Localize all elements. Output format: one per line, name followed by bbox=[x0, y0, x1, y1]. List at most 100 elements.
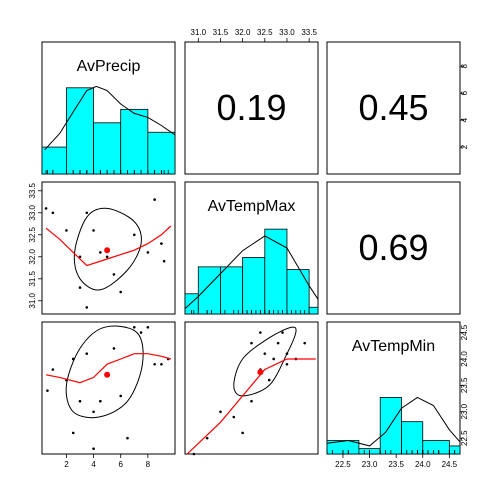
tick-label: 31.5 bbox=[213, 28, 229, 37]
data-point bbox=[272, 357, 275, 361]
data-point bbox=[112, 273, 116, 276]
histogram-bar bbox=[93, 122, 122, 175]
tick-label: 24.5 bbox=[442, 460, 458, 469]
data-point bbox=[126, 436, 129, 440]
tick-label: 4 bbox=[91, 460, 96, 469]
histogram-bar bbox=[308, 306, 319, 315]
data-point bbox=[119, 394, 123, 398]
data-point bbox=[232, 415, 236, 419]
mean-point bbox=[104, 371, 111, 378]
data-point bbox=[303, 341, 307, 345]
tick-label: 4 bbox=[460, 117, 469, 122]
data-point bbox=[205, 436, 209, 440]
panel-frame bbox=[41, 321, 176, 455]
data-point bbox=[146, 325, 150, 329]
tick-label: 23.5 bbox=[388, 460, 404, 469]
histogram-bar bbox=[220, 266, 244, 315]
tick-label: 24.5 bbox=[460, 324, 469, 340]
histogram-bar bbox=[286, 269, 310, 315]
tick-label: 31.0 bbox=[28, 292, 37, 308]
panel-frame bbox=[326, 181, 461, 315]
tick-label: 22.5 bbox=[460, 430, 469, 446]
data-point bbox=[132, 325, 136, 329]
tick-label: 33.0 bbox=[279, 28, 295, 37]
mean-point bbox=[257, 369, 264, 376]
data-point bbox=[139, 331, 143, 334]
data-point bbox=[78, 399, 82, 403]
data-point bbox=[281, 331, 284, 334]
data-point bbox=[250, 399, 253, 403]
data-point bbox=[78, 286, 82, 289]
tick-label: 32.0 bbox=[28, 248, 37, 264]
tick-label: 8 bbox=[460, 63, 469, 68]
histogram-bar bbox=[120, 108, 149, 175]
data-point bbox=[267, 378, 271, 382]
variable-label: AvTempMax bbox=[208, 198, 296, 215]
data-point bbox=[160, 362, 163, 366]
chart-labels: AvPrecip AvTempMax AvTempMin 0.19 0.45 0.69 bbox=[77, 58, 436, 355]
correlation-ellipse bbox=[233, 326, 297, 397]
data-point bbox=[112, 347, 116, 350]
data-point bbox=[51, 211, 55, 215]
correlation-label: 0.45 bbox=[358, 87, 428, 128]
data-point bbox=[46, 389, 49, 392]
histogram-bar bbox=[147, 131, 176, 175]
panel-frame bbox=[326, 41, 461, 175]
data-point bbox=[241, 431, 244, 435]
data-point bbox=[65, 229, 68, 232]
correlation-label: 0.69 bbox=[358, 227, 428, 268]
tick-label: 32.0 bbox=[235, 28, 251, 37]
variable-label: AvPrecip bbox=[77, 58, 141, 75]
tick-label: 6 bbox=[118, 460, 123, 469]
panel-frame bbox=[184, 41, 319, 175]
correlation-label: 0.19 bbox=[216, 87, 286, 128]
data-point bbox=[192, 452, 196, 456]
histogram-bar bbox=[401, 421, 424, 455]
data-point bbox=[160, 242, 163, 245]
tick-label: 23.5 bbox=[460, 377, 469, 393]
tick-label: 33.5 bbox=[301, 28, 317, 37]
data-point bbox=[259, 331, 262, 334]
data-point bbox=[276, 341, 280, 345]
variable-label: AvTempMin bbox=[352, 338, 435, 355]
data-point bbox=[285, 362, 289, 366]
tick-label: 33.0 bbox=[28, 204, 37, 220]
density-curve bbox=[184, 235, 319, 309]
chart-axes: 2 4 6 8 22.5 23.0 23.5 24.0 24.5 31.0 31.5 32.0 32.5… bbox=[28, 28, 469, 469]
mean-point bbox=[104, 247, 111, 254]
data-point bbox=[146, 251, 150, 254]
data-point bbox=[153, 362, 156, 366]
tick-label: 24.0 bbox=[415, 460, 431, 469]
data-point bbox=[85, 211, 89, 215]
correlation-ellipse bbox=[73, 207, 142, 291]
data-point bbox=[85, 352, 89, 355]
density-curve bbox=[44, 85, 176, 151]
data-point bbox=[153, 198, 156, 201]
histogram-bar bbox=[242, 257, 266, 315]
data-point bbox=[51, 368, 55, 371]
histogram-bar bbox=[41, 146, 67, 175]
correlation-ellipse bbox=[65, 325, 144, 419]
tick-label: 31.5 bbox=[28, 270, 37, 286]
histogram-bar bbox=[379, 397, 402, 455]
tick-label: 33.5 bbox=[28, 182, 37, 198]
data-point bbox=[92, 410, 95, 414]
panel-frame bbox=[184, 321, 319, 455]
tick-label: 23.0 bbox=[460, 403, 469, 419]
data-point bbox=[85, 306, 89, 309]
tick-label: 6 bbox=[460, 90, 469, 95]
histogram-bar bbox=[422, 440, 450, 455]
tick-label: 23.0 bbox=[362, 460, 378, 469]
data-point bbox=[99, 399, 102, 403]
data-point bbox=[105, 255, 109, 259]
data-point bbox=[250, 341, 253, 345]
data-point bbox=[132, 233, 136, 237]
data-point bbox=[44, 207, 48, 210]
tick-label: 2 bbox=[460, 144, 469, 149]
data-point bbox=[263, 352, 267, 355]
histogram-bar bbox=[197, 266, 221, 315]
loess-line bbox=[186, 358, 316, 455]
tick-label: 2 bbox=[64, 460, 69, 469]
density-curve bbox=[326, 396, 461, 447]
